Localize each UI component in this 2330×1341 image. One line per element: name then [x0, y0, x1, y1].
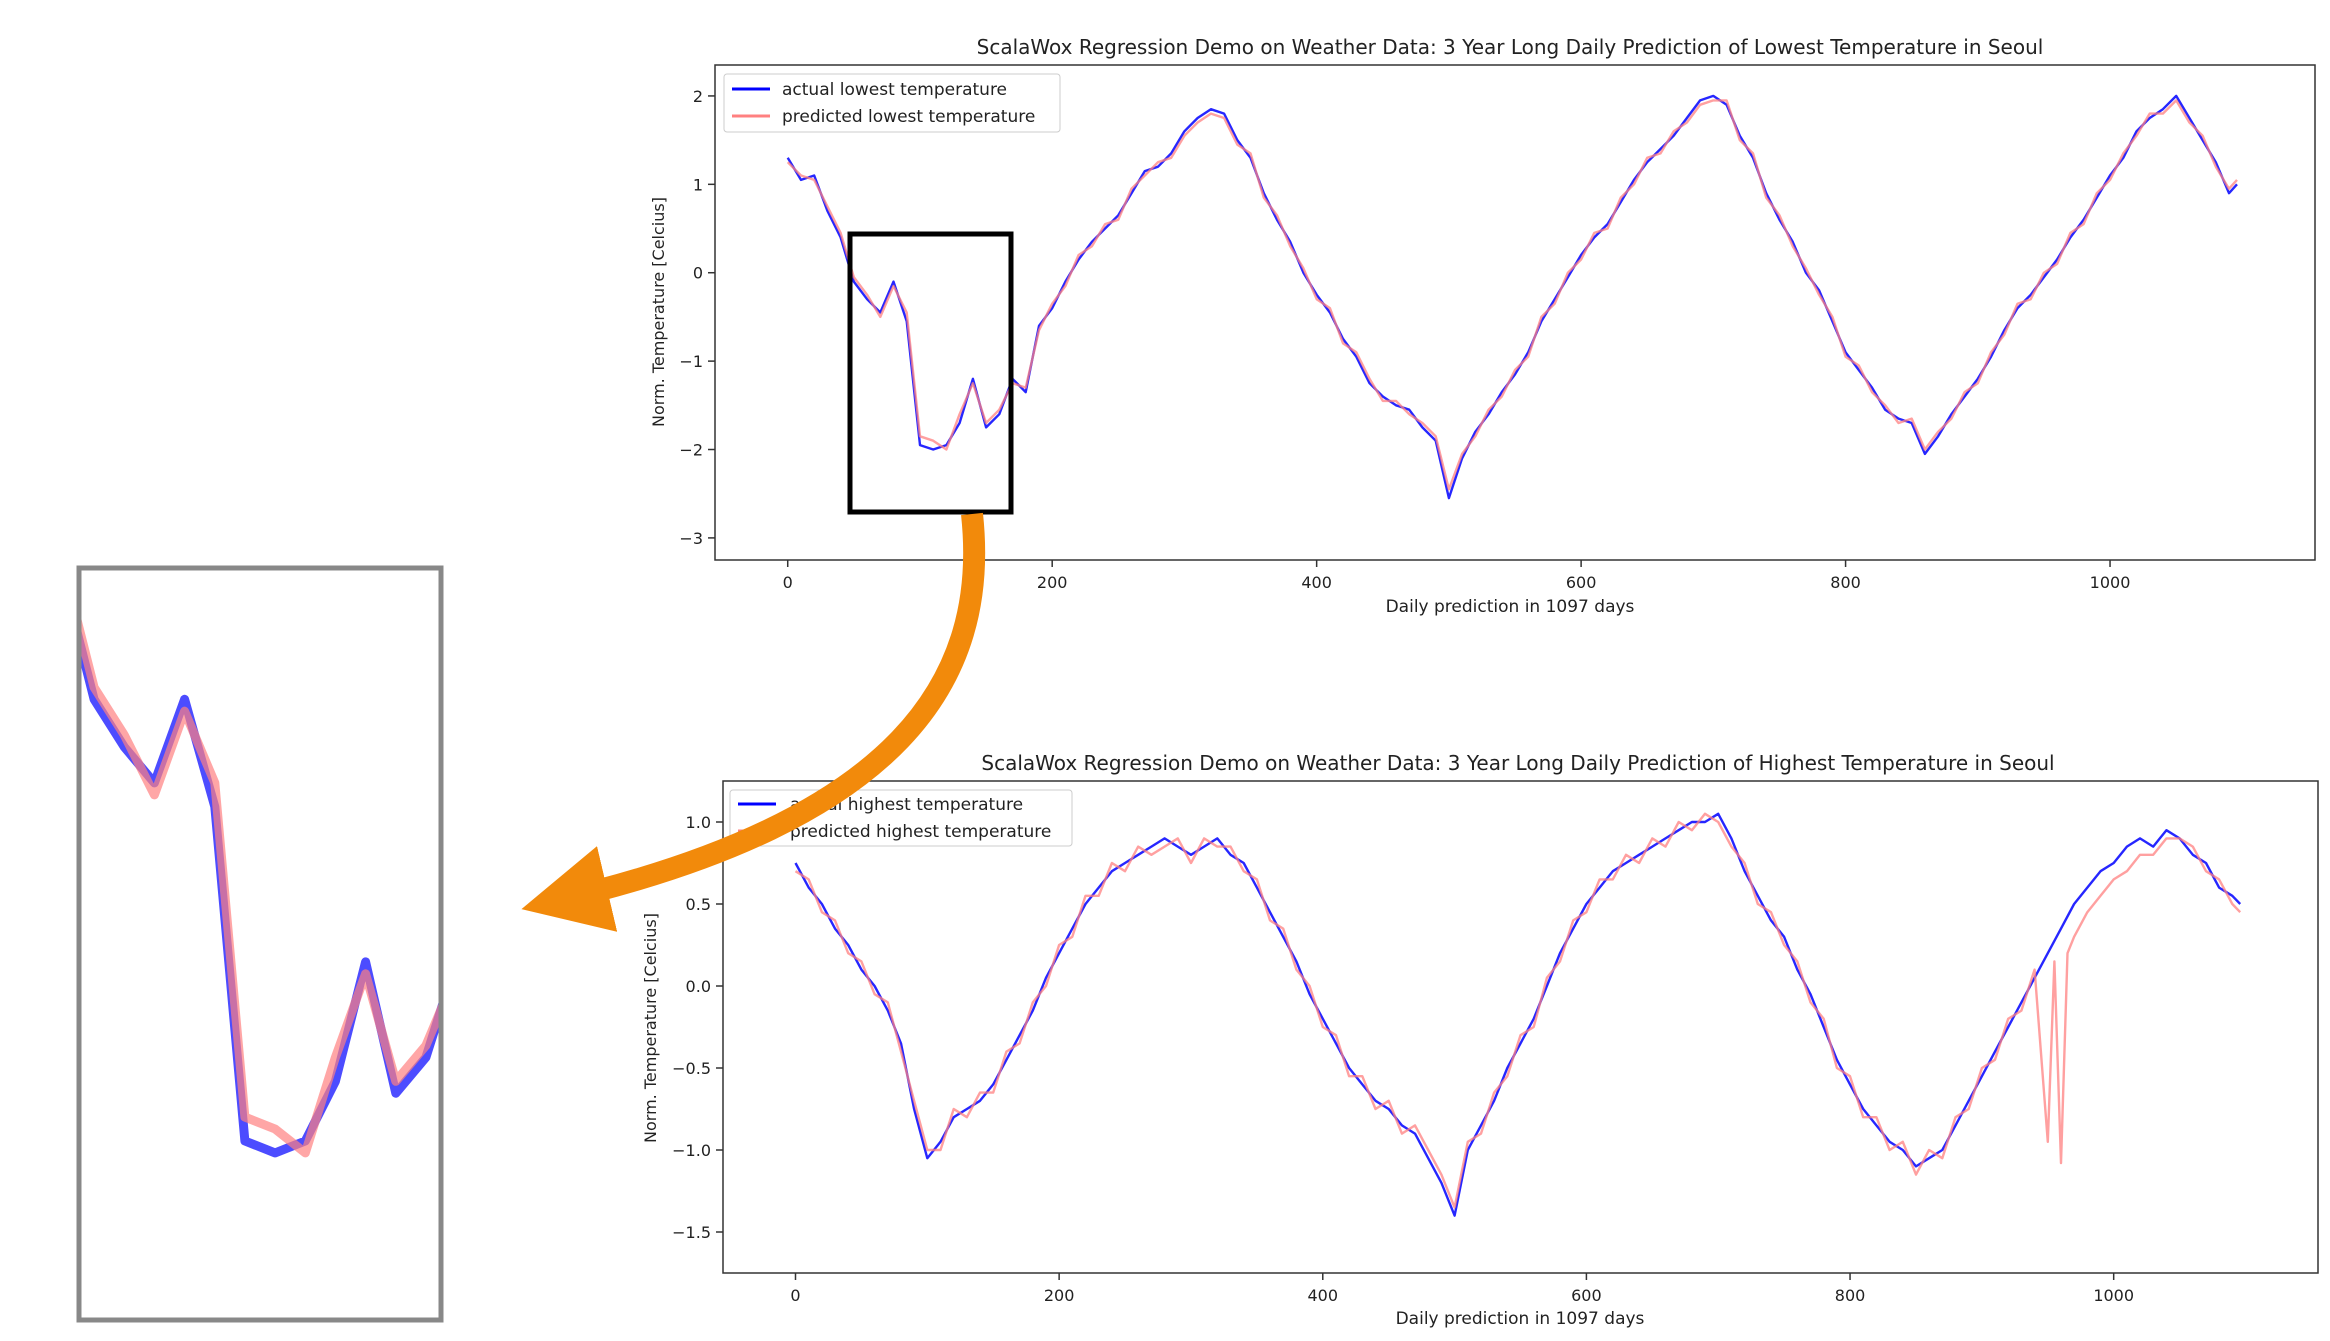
chart1-legend-predicted-label: predicted lowest temperature — [782, 107, 1035, 127]
chart1-ticks: 0 200 400 600 800 1000 −3 −2 −1 0 1 2 — [679, 87, 2130, 592]
chart-lowest-temperature: ScalaWox Regression Demo on Weather Data… — [649, 35, 2316, 617]
chart1-xtick-label: 200 — [1037, 573, 1068, 592]
chart1-plot-area — [786, 94, 2238, 500]
chart2-plot-frame — [722, 780, 2319, 1274]
chart-highest-temperature: ScalaWox Regression Demo on Weather Data… — [641, 751, 2319, 1329]
zoom-inset-background — [79, 568, 441, 1320]
chart2-plot-area — [794, 812, 2242, 1217]
chart1-xtick-label: 400 — [1301, 573, 1332, 592]
chart1-legend: actual lowest temperature predicted lowe… — [723, 73, 1061, 133]
chart2-ytick-label: 0.5 — [686, 895, 711, 914]
chart1-legend-frame — [723, 73, 1061, 133]
zoom-highlight-box — [847, 231, 1014, 515]
zoom-inset — [76, 565, 444, 1323]
chart2-title: ScalaWox Regression Demo on Weather Data… — [981, 751, 2054, 775]
chart1-xtick-label: 800 — [1830, 573, 1861, 592]
chart2-ytick-label: −1.0 — [672, 1141, 711, 1160]
chart1-ytick-label: 2 — [693, 87, 703, 106]
chart1-ylabel: Norm. Temperature [Celcius] — [649, 197, 668, 427]
chart2-ytick-label: −0.5 — [672, 1059, 711, 1078]
chart1-ytick-label: −2 — [679, 441, 703, 460]
chart2-ytick-label: 0.0 — [686, 977, 711, 996]
chart2-xtick-label: 200 — [1044, 1286, 1075, 1305]
chart2-xtick-label: 1000 — [2093, 1286, 2134, 1305]
chart1-xtick-label: 1000 — [2090, 573, 2131, 592]
chart2-ytick-label: 1.0 — [686, 813, 711, 832]
chart1-ytick-label: −3 — [679, 529, 703, 548]
chart2-ticks: 0 200 400 600 800 1000 −1.5 −1.0 −0.5 0.0 0.5 1.0 — [672, 813, 2134, 1305]
chart2-xtick-label: 600 — [1571, 1286, 1602, 1305]
chart2-series-predicted-line — [794, 812, 2242, 1209]
chart2-ylabel: Norm. Temperature [Celcius] — [641, 913, 660, 1143]
chart2-xtick-label: 0 — [790, 1286, 800, 1305]
chart1-series-actual-line — [786, 94, 2238, 500]
chart2-ytick-label: −1.5 — [672, 1223, 711, 1242]
zoom-arrow — [521, 512, 986, 932]
chart1-xtick-label: 0 — [783, 573, 793, 592]
chart2-xtick-label: 400 — [1307, 1286, 1338, 1305]
chart2-xtick-label: 800 — [1835, 1286, 1866, 1305]
chart1-xlabel: Daily prediction in 1097 days — [1386, 597, 1635, 617]
zoom-inset-frame — [76, 565, 444, 1323]
chart1-legend-actual-label: actual lowest temperature — [782, 80, 1007, 100]
chart2-legend-actual-label: actual highest temperature — [790, 795, 1023, 815]
chart1-title: ScalaWox Regression Demo on Weather Data… — [977, 35, 2044, 59]
chart1-ytick-label: 0 — [693, 264, 703, 283]
chart1-series-predicted-line — [786, 99, 2238, 491]
chart2-xlabel: Daily prediction in 1097 days — [1396, 1309, 1645, 1329]
chart1-xtick-label: 600 — [1566, 573, 1597, 592]
chart1-plot-frame — [714, 64, 2316, 561]
chart1-ytick-label: 1 — [693, 175, 703, 194]
chart2-legend-predicted-label: predicted highest temperature — [790, 822, 1051, 842]
chart1-ytick-label: −1 — [679, 352, 703, 371]
chart2-series-actual-line — [794, 812, 2242, 1217]
